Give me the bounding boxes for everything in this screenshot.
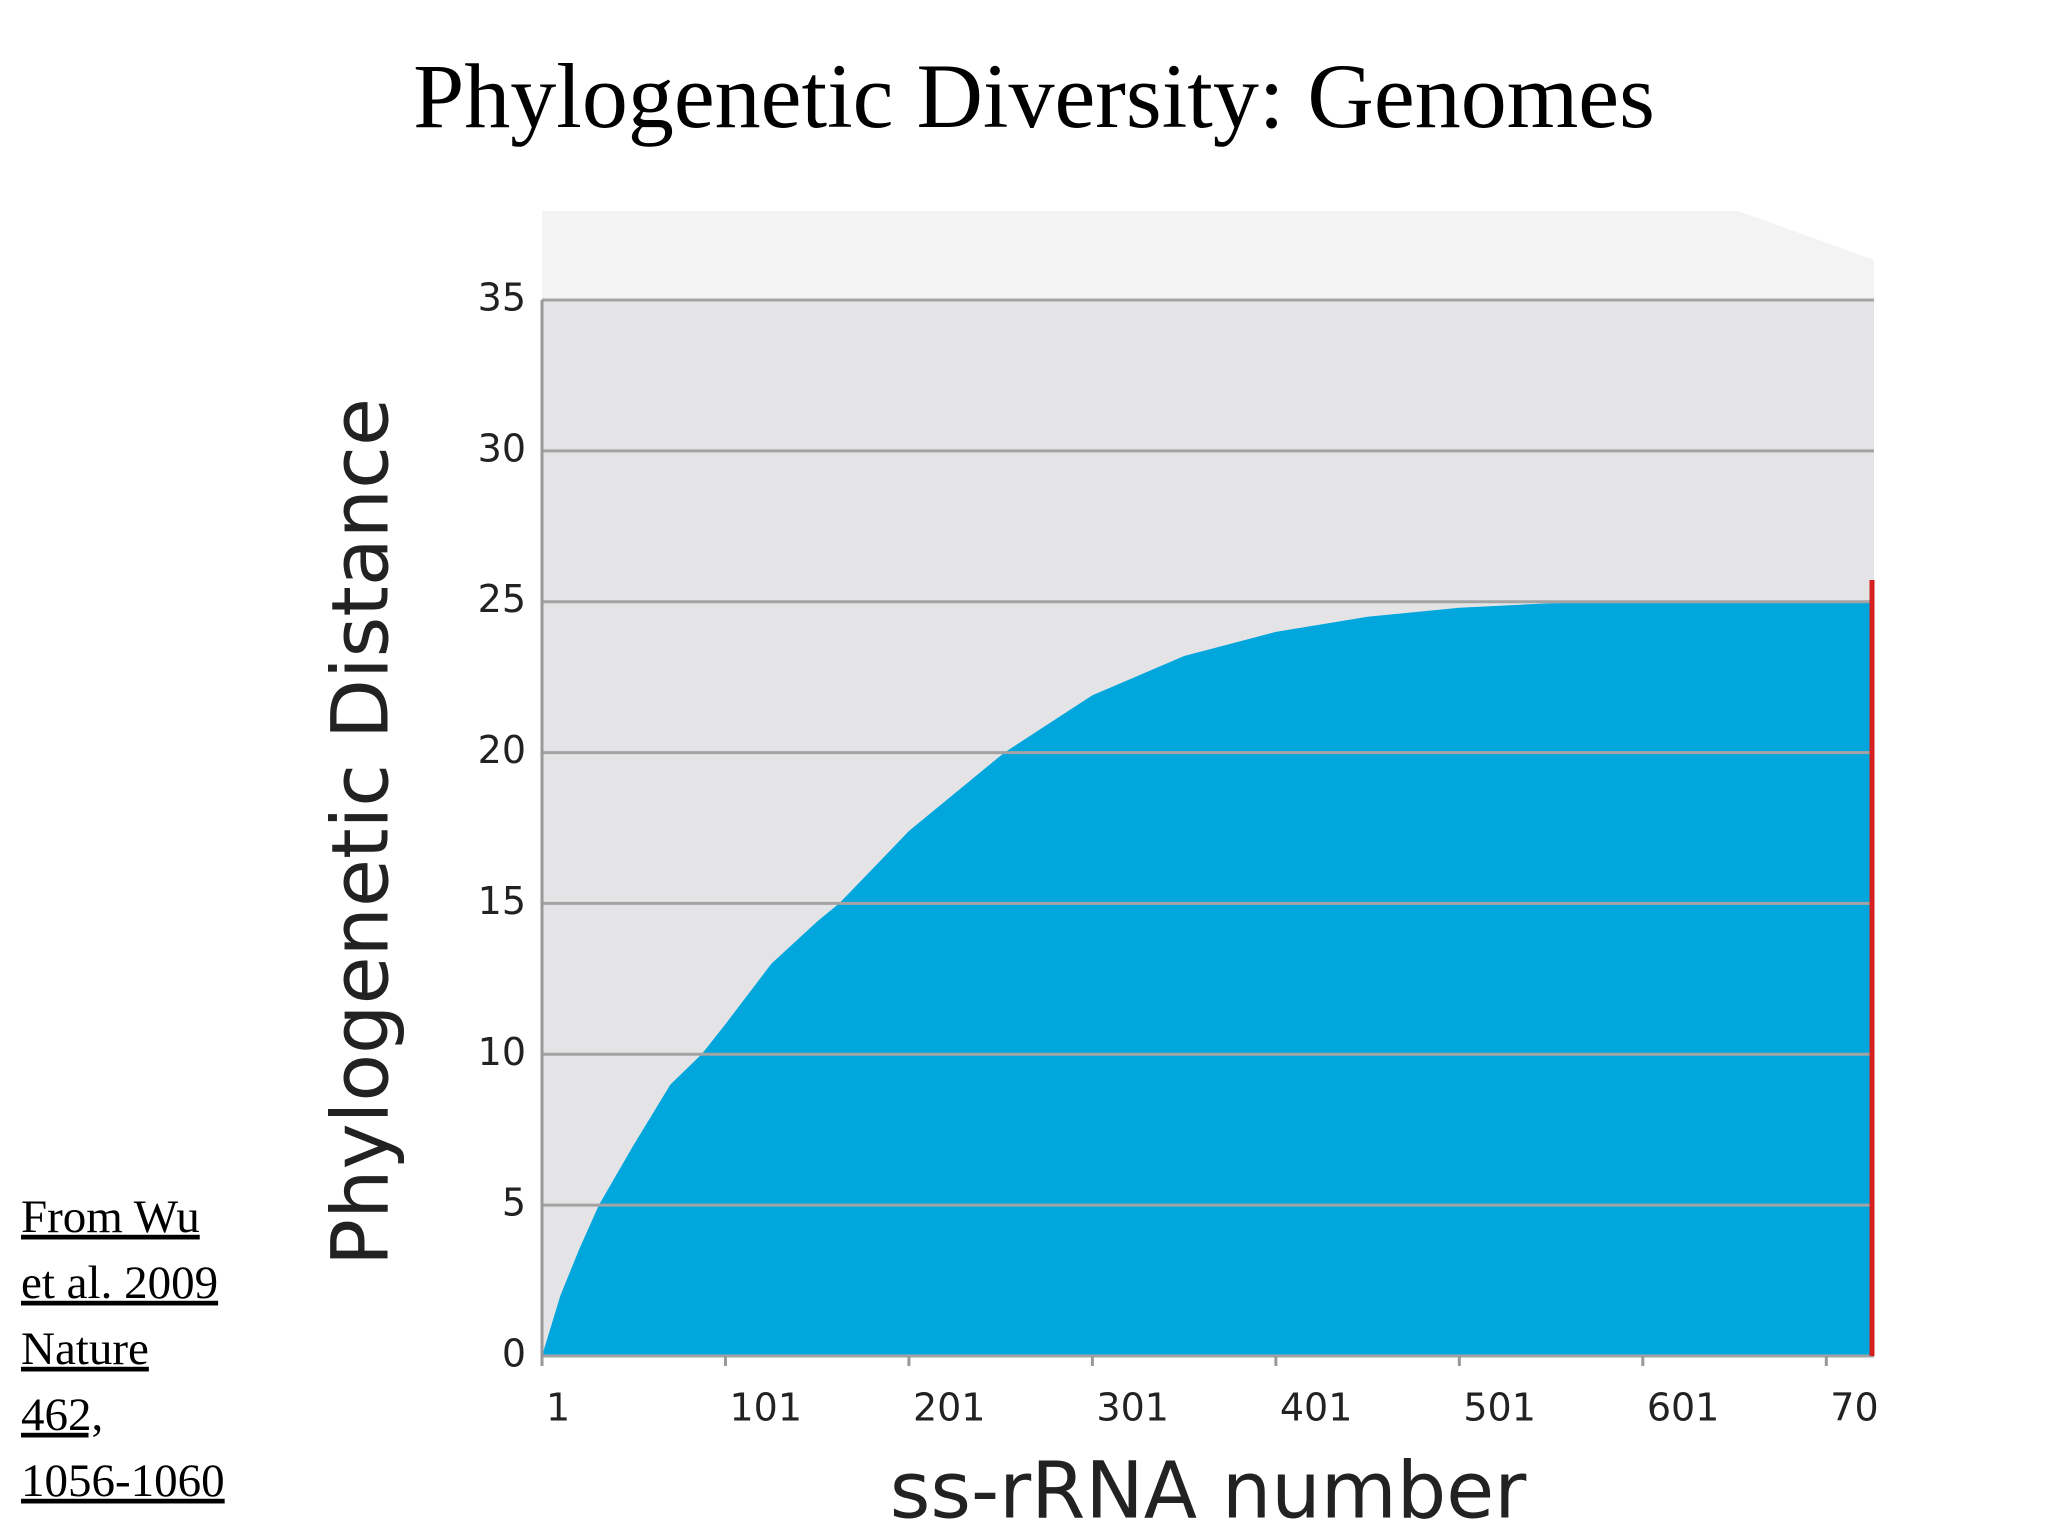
x-tick-label: 601 bbox=[1647, 1386, 1720, 1430]
x-tick-label: 301 bbox=[1096, 1386, 1169, 1430]
x-tick-label: 101 bbox=[729, 1386, 802, 1430]
area bbox=[542, 601, 1874, 1356]
citation-line: From Wu bbox=[21, 1191, 200, 1243]
y-axis-label: Phylogenetic Distance bbox=[316, 398, 406, 1266]
x-tick-label: 70 bbox=[1830, 1386, 1878, 1430]
y-tick-label: 35 bbox=[478, 276, 526, 320]
citation-line: 1056-1060 bbox=[21, 1455, 225, 1507]
y-tick-label: 15 bbox=[478, 879, 526, 923]
citation-line: 462, bbox=[21, 1389, 103, 1441]
y-tick-label: 30 bbox=[478, 426, 526, 470]
y-tick-label: 10 bbox=[478, 1030, 526, 1074]
citation-line: Nature bbox=[21, 1323, 149, 1375]
plot-header bbox=[542, 211, 1874, 300]
y-tick-label: 0 bbox=[502, 1332, 526, 1376]
citation-line: et al. 2009 bbox=[21, 1257, 218, 1309]
x-tick-label: 401 bbox=[1280, 1386, 1353, 1430]
x-tick-label: 1 bbox=[546, 1386, 570, 1430]
y-tick-label: 20 bbox=[478, 728, 526, 772]
x-tick-label: 201 bbox=[913, 1386, 986, 1430]
slide-title: Phylogenetic Diversity: Genomes bbox=[413, 45, 1655, 147]
x-axis-label: ss-rRNA number bbox=[890, 1446, 1528, 1536]
x-tick-label: 501 bbox=[1463, 1386, 1536, 1430]
y-tick-label: 5 bbox=[502, 1181, 526, 1225]
y-tick-label: 25 bbox=[478, 577, 526, 621]
